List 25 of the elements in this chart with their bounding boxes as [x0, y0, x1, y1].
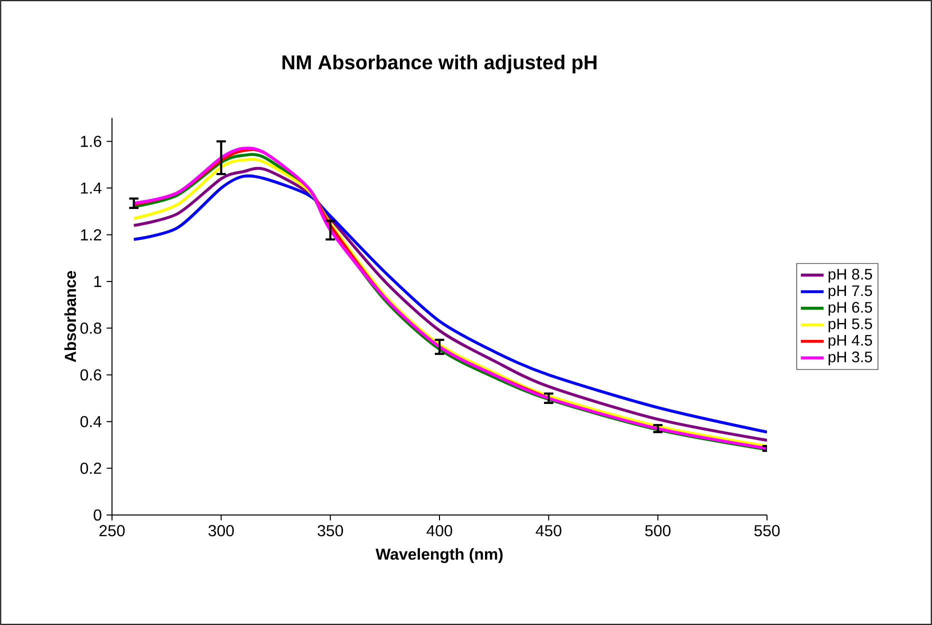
- y-axis-title: Absorbance: [64, 270, 76, 362]
- x-tick-label: 400: [426, 525, 452, 536]
- x-tick-label: 550: [754, 525, 780, 536]
- y-tick-label: 1.2: [81, 229, 102, 240]
- chart-title: NM Absorbance with adjusted pH: [282, 54, 596, 74]
- y-tick-label: 0.2: [80, 462, 102, 474]
- x-tick-label: 300: [208, 525, 234, 536]
- x-axis-title: Wavelength (nm): [376, 548, 503, 564]
- x-tick-label: 450: [536, 525, 562, 536]
- y-tick-label: 0.4: [80, 416, 102, 428]
- x-tick-label: 350: [318, 525, 344, 536]
- legend-label: pH 4.5: [828, 335, 872, 349]
- y-tick-label: 1.4: [81, 182, 102, 194]
- y-tick-label: 0: [94, 509, 102, 521]
- y-tick-label: 0.8: [80, 322, 102, 334]
- legend-label: pH 8.5: [828, 268, 872, 283]
- legend-label: pH 6.5: [828, 302, 872, 316]
- legend-label: pH 5.5: [828, 318, 872, 332]
- y-tick-label: 0.6: [80, 369, 102, 381]
- x-tick-label: 250: [99, 525, 125, 536]
- legend-label: pH 7.5: [828, 285, 872, 300]
- x-tick-label: 500: [645, 525, 671, 536]
- legend-label: pH 3.5: [828, 352, 872, 366]
- y-tick-label: 1: [94, 276, 102, 287]
- y-tick-label: 1.6: [81, 136, 102, 147]
